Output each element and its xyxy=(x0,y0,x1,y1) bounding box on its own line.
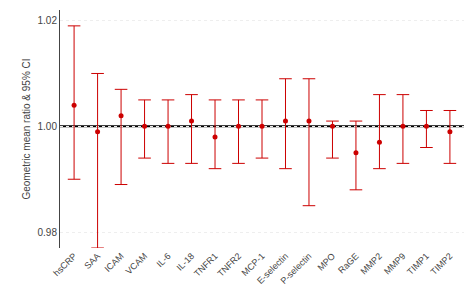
svg-text:SAA: SAA xyxy=(82,251,102,271)
svg-text:MMP2: MMP2 xyxy=(359,251,384,276)
svg-text:1.00: 1.00 xyxy=(38,121,58,132)
svg-text:MMP9: MMP9 xyxy=(382,251,407,276)
svg-text:0.98: 0.98 xyxy=(38,227,58,238)
svg-text:E-selectin: E-selectin xyxy=(255,251,290,286)
svg-text:TNFR1: TNFR1 xyxy=(192,251,220,279)
svg-text:hsCRP: hsCRP xyxy=(51,251,78,278)
svg-text:TNFR2: TNFR2 xyxy=(216,251,244,279)
svg-text:VCAM: VCAM xyxy=(124,251,149,276)
svg-text:TIMP1: TIMP1 xyxy=(405,251,431,277)
svg-text:ICAM: ICAM xyxy=(103,251,126,274)
svg-text:IL-18: IL-18 xyxy=(175,251,197,273)
svg-text:P-selectin: P-selectin xyxy=(279,251,314,286)
svg-text:Geometric mean ratio & 95% CI: Geometric mean ratio & 95% CI xyxy=(21,58,32,199)
svg-text:RaGE: RaGE xyxy=(336,251,360,275)
svg-text:MCP-1: MCP-1 xyxy=(240,251,267,278)
svg-text:TIMP2: TIMP2 xyxy=(429,251,455,277)
svg-text:MPO: MPO xyxy=(315,251,337,273)
svg-text:1.02: 1.02 xyxy=(38,15,58,26)
svg-text:IL-6: IL-6 xyxy=(155,251,173,269)
